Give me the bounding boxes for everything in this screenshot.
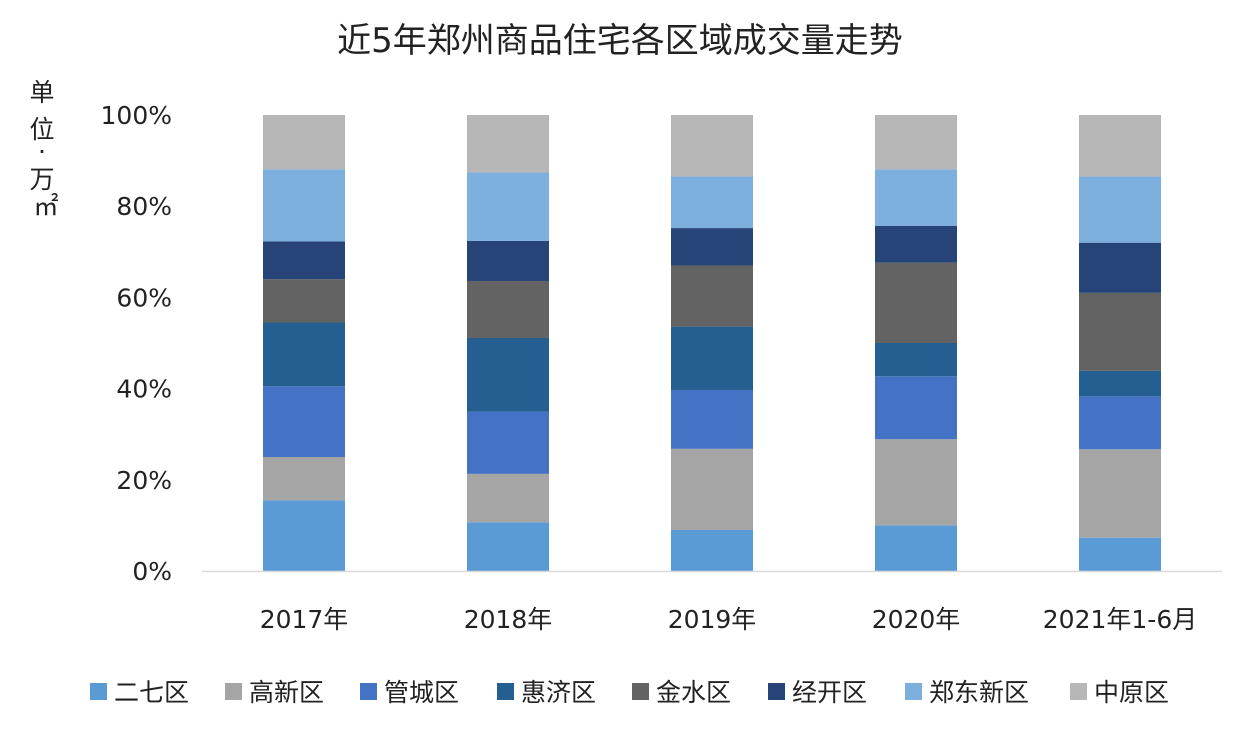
bar-segment bbox=[875, 439, 957, 526]
bar-segment bbox=[1079, 242, 1161, 293]
bar-segment bbox=[875, 343, 957, 377]
bars bbox=[263, 115, 1161, 571]
bar-segment bbox=[263, 500, 345, 571]
bar-segment bbox=[671, 265, 753, 327]
bar-segment bbox=[671, 228, 753, 266]
legend-swatch bbox=[1070, 683, 1087, 700]
bar-segment bbox=[875, 376, 957, 440]
bar-segment bbox=[671, 326, 753, 390]
y-tick-label: 100% bbox=[101, 101, 172, 130]
legend-swatch bbox=[90, 683, 107, 700]
legend-swatch bbox=[497, 683, 514, 700]
x-tick-label: 2017年 bbox=[260, 605, 349, 634]
y-axis-unit-char: 位 bbox=[29, 115, 54, 144]
bar-segment bbox=[671, 389, 753, 449]
bar-segment bbox=[263, 169, 345, 242]
y-axis-ticks: 0% 20% 40% 60% 80% 100% bbox=[101, 101, 172, 586]
legend-item: 二七区 bbox=[90, 678, 189, 707]
bar-segment bbox=[1079, 115, 1161, 177]
legend: 二七区 高新区 管城区 惠济区 金水区 经开区 郑东新区 中原区 bbox=[90, 678, 1169, 707]
x-axis-categories: 2017年 2018年 2019年 2020年 2021年1-6月 bbox=[260, 605, 1198, 634]
y-tick-label: 20% bbox=[116, 466, 172, 495]
bar-stack bbox=[263, 115, 345, 571]
bar-segment bbox=[263, 457, 345, 501]
legend-swatch bbox=[360, 683, 377, 700]
bar-segment bbox=[263, 279, 345, 323]
legend-swatch bbox=[632, 683, 649, 700]
bar-segment bbox=[263, 241, 345, 280]
y-axis-unit-char: 万 bbox=[29, 165, 54, 194]
legend-label: 金水区 bbox=[656, 678, 731, 707]
x-tick-label: 2021年1-6月 bbox=[1043, 605, 1197, 634]
bar-stack bbox=[671, 115, 753, 571]
bar-segment bbox=[263, 386, 345, 457]
y-axis-unit-char: ㎡ bbox=[33, 192, 58, 221]
x-tick-label: 2019年 bbox=[668, 605, 757, 634]
bar-segment bbox=[671, 529, 753, 571]
bar-segment bbox=[467, 115, 549, 173]
bar-segment bbox=[875, 115, 957, 170]
bar-segment bbox=[467, 411, 549, 474]
x-tick-label: 2018年 bbox=[464, 605, 553, 634]
x-tick-label: 2020年 bbox=[872, 605, 961, 634]
bar-segment bbox=[467, 337, 549, 412]
legend-label: 中原区 bbox=[1094, 678, 1169, 707]
bar-segment bbox=[875, 525, 957, 571]
bar-segment bbox=[467, 240, 549, 281]
legend-label: 郑东新区 bbox=[929, 678, 1029, 707]
legend-swatch bbox=[225, 683, 242, 700]
legend-swatch bbox=[905, 683, 922, 700]
legend-swatch bbox=[768, 683, 785, 700]
bar-segment bbox=[467, 280, 549, 338]
legend-item: 高新区 bbox=[225, 678, 324, 707]
legend-item: 经开区 bbox=[768, 678, 867, 707]
bar-segment bbox=[263, 115, 345, 170]
y-tick-label: 80% bbox=[116, 192, 172, 221]
legend-item: 金水区 bbox=[632, 678, 731, 707]
legend-label: 高新区 bbox=[249, 678, 324, 707]
legend-label: 惠济区 bbox=[521, 678, 596, 707]
bar-segment bbox=[263, 322, 345, 387]
y-tick-label: 40% bbox=[116, 375, 172, 404]
chart-title: 近5年郑州商品住宅各区域成交量走势 bbox=[337, 21, 903, 61]
legend-item: 管城区 bbox=[360, 678, 459, 707]
bar-segment bbox=[671, 448, 753, 530]
bar-segment bbox=[467, 473, 549, 523]
bar-segment bbox=[1079, 449, 1161, 538]
bar-segment bbox=[1079, 370, 1161, 397]
y-tick-label: 0% bbox=[132, 557, 172, 586]
bar-stack bbox=[467, 115, 549, 571]
bar-segment bbox=[875, 225, 957, 263]
bar-segment bbox=[875, 262, 957, 343]
bar-segment bbox=[467, 172, 549, 241]
bar-segment bbox=[467, 522, 549, 571]
bar-segment bbox=[875, 169, 957, 226]
legend-label: 管城区 bbox=[384, 678, 459, 707]
bar-segment bbox=[1079, 396, 1161, 450]
bar-segment bbox=[1079, 292, 1161, 371]
y-tick-label: 60% bbox=[116, 283, 172, 312]
y-axis-unit-label: 单位·万㎡ bbox=[29, 78, 58, 221]
legend-item: 中原区 bbox=[1070, 678, 1169, 707]
y-axis-unit-char: · bbox=[38, 137, 46, 166]
legend-item: 郑东新区 bbox=[905, 678, 1029, 707]
y-axis-unit-char: 单 bbox=[29, 78, 54, 107]
bar-segment bbox=[1079, 176, 1161, 243]
legend-label: 经开区 bbox=[792, 678, 867, 707]
bar-segment bbox=[671, 115, 753, 177]
bar-segment bbox=[671, 176, 753, 229]
bar-segment bbox=[1079, 537, 1161, 571]
bar-stack bbox=[1079, 115, 1161, 571]
legend-label: 二七区 bbox=[114, 678, 189, 707]
legend-item: 惠济区 bbox=[497, 678, 596, 707]
bar-stack bbox=[875, 115, 957, 571]
